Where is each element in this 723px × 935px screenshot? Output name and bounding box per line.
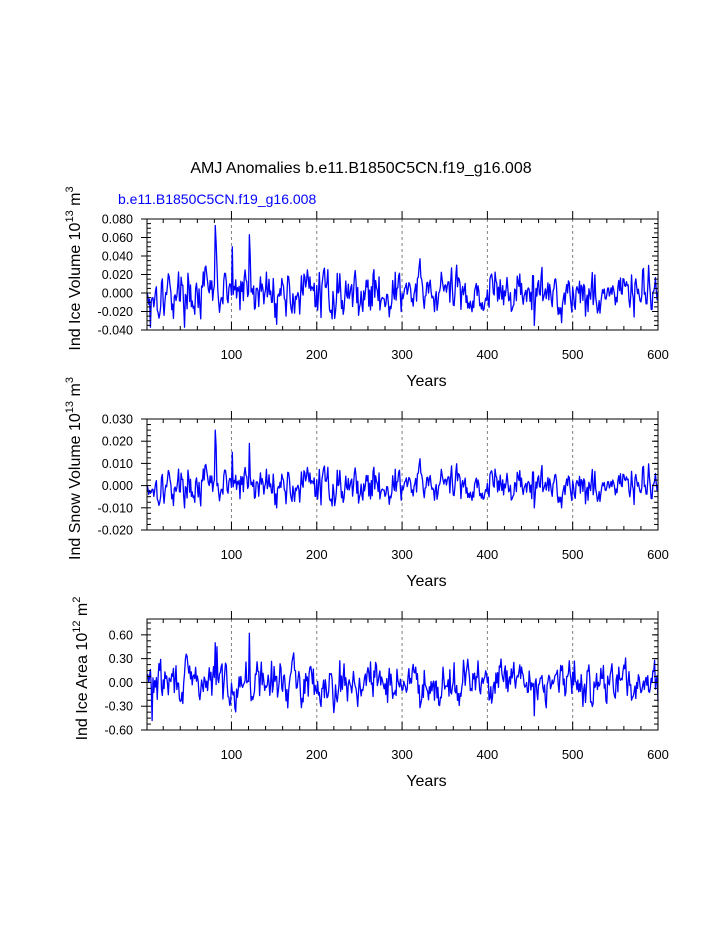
x-tick-label: 600: [647, 547, 669, 562]
y-tick-label: 0.000: [102, 479, 133, 493]
x-tick-label: 200: [306, 747, 328, 762]
x-tick-label: 300: [391, 547, 413, 562]
x-tick-label: 500: [562, 347, 584, 362]
panel-ind-ice-area: 100 200 300 400 500 600 -0.60 -0.30 0.00 0.30 0.60…: [71, 597, 669, 790]
y-tick-label: 0.060: [102, 231, 133, 245]
panel-ind-snow-volume: 100 200 300 400 500 600 -0.020 -0.010 0.000 0.010…: [64, 377, 669, 590]
x-axis-label: Years: [406, 373, 446, 390]
y-tick-label: 0.080: [102, 213, 133, 227]
x-tick-label: 100: [221, 747, 243, 762]
x-tick-label: 400: [477, 547, 499, 562]
x-tick-label: 400: [477, 747, 499, 762]
x-tick-label: 400: [477, 347, 499, 362]
x-tick-label: 500: [562, 547, 584, 562]
y-tick-label: 0.010: [102, 457, 133, 471]
x-tick-label: 600: [647, 347, 669, 362]
x-tick-label: 200: [306, 547, 328, 562]
y-tick-label: 0.000: [102, 287, 133, 301]
y-tick-label: -0.60: [105, 724, 134, 738]
figure-title: AMJ Anomalies b.e11.B1850C5CN.f19_g16.00…: [190, 160, 531, 177]
x-axis-label: Years: [406, 773, 446, 790]
series-line: [146, 224, 659, 328]
x-tick-label: 200: [306, 347, 328, 362]
series-line: [146, 632, 659, 722]
x-tick-label: 300: [391, 347, 413, 362]
y-tick-label: 0.30: [109, 652, 133, 666]
x-tick-label: 100: [221, 547, 243, 562]
y-tick-label: 0.020: [102, 435, 133, 449]
figure-subtitle: b.e11.B1850C5CN.f19_g16.008: [118, 191, 316, 207]
y-tick-label: -0.020: [98, 305, 133, 319]
x-tick-label: 100: [221, 347, 243, 362]
series-line: [146, 429, 659, 509]
panel-ind-ice-volume: 100 200 300 400 500 600 -0.040 -0.020 0.000 0.020…: [64, 186, 669, 390]
x-tick-label: 300: [391, 747, 413, 762]
y-tick-label: 0.00: [109, 676, 133, 690]
y-tick-label: 0.60: [109, 628, 133, 642]
x-tick-label: 500: [562, 747, 584, 762]
x-tick-label: 600: [647, 747, 669, 762]
y-tick-label: -0.30: [105, 700, 134, 714]
panels: 100 200 300 400 500 600 -0.040 -0.020 0.000 0.020…: [64, 186, 669, 790]
y-tick-label: 0.030: [102, 413, 133, 427]
y-tick-label: -0.040: [98, 324, 133, 338]
y-axis-label: Ind Ice Volume 1013 m3: [64, 186, 84, 350]
y-tick-label: -0.020: [98, 524, 133, 538]
y-tick-label: 0.040: [102, 250, 133, 264]
y-axis-label: Ind Snow Volume 1013 m3: [64, 377, 84, 560]
y-axis-label: Ind Ice Area 1012 m2: [71, 597, 91, 741]
x-axis-label: Years: [406, 573, 446, 590]
y-tick-label: 0.020: [102, 268, 133, 282]
y-tick-label: -0.010: [98, 501, 133, 515]
